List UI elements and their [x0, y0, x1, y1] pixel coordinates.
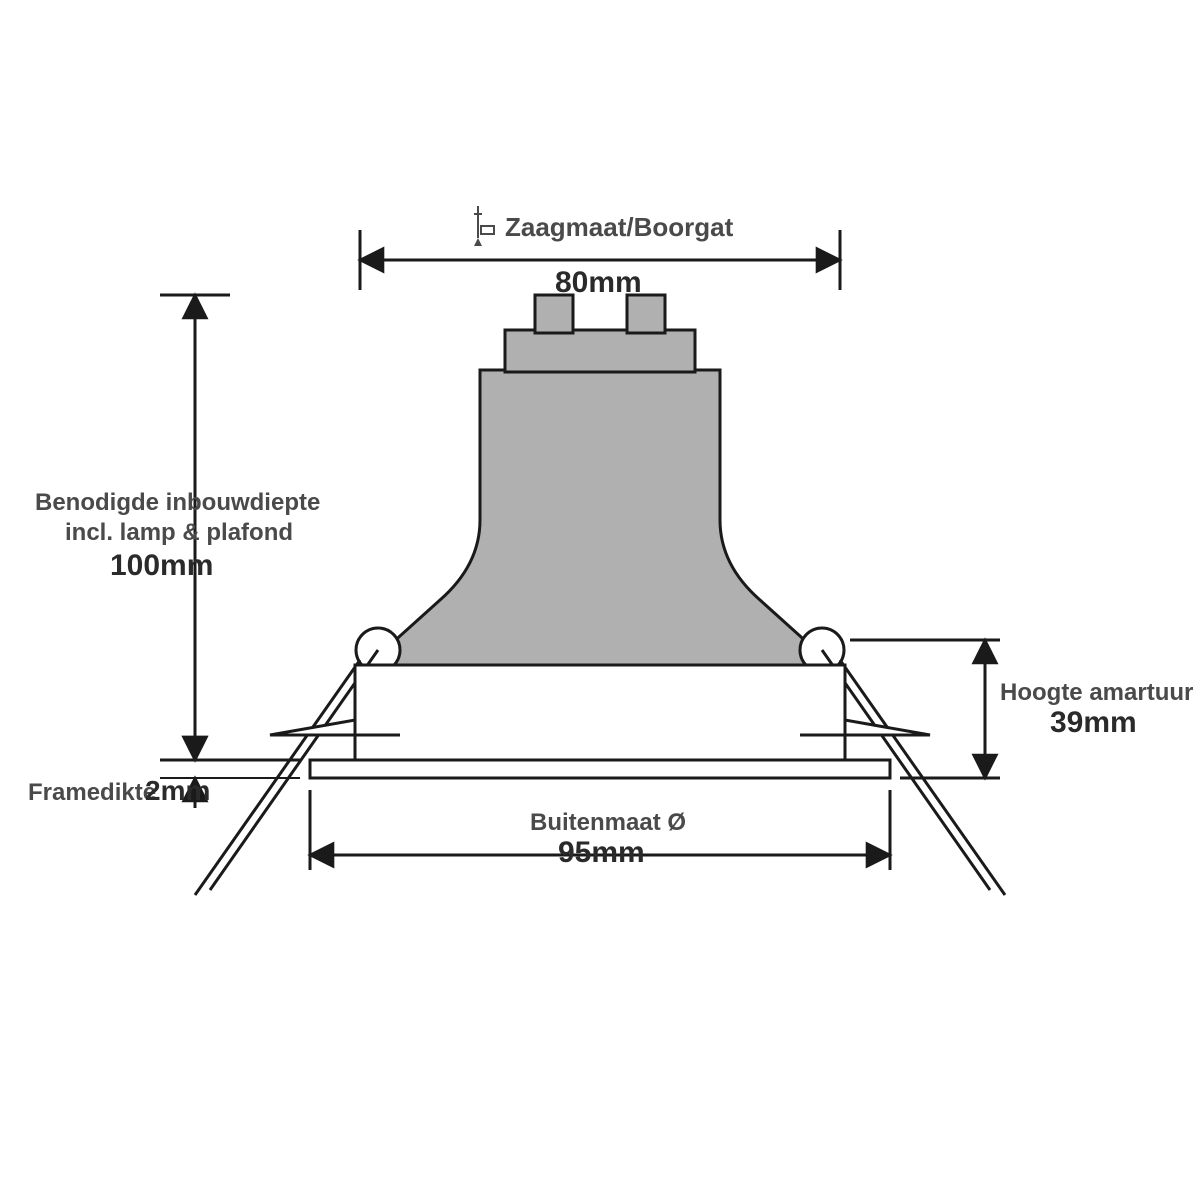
outer-diameter-value: 95mm [558, 836, 645, 869]
recess-depth-label2: incl. lamp & plafond [65, 519, 293, 546]
fixture-housing [270, 665, 930, 778]
technical-diagram: Zaagmaat/Boorgat 80mm Benodigde inbouwdi… [0, 0, 1200, 1200]
cut-hole-label: Zaagmaat/Boorgat [505, 212, 734, 242]
fixture-height-label: Hoogte amartuur [1000, 679, 1193, 706]
dim-recess-depth: Benodigde inbouwdiepte incl. lamp & plaf… [35, 295, 320, 760]
frame-thickness-value: 2mm [145, 775, 210, 806]
dim-cut-hole: Zaagmaat/Boorgat 80mm [360, 206, 840, 299]
recess-depth-label1: Benodigde inbouwdiepte [35, 489, 320, 516]
recess-depth-value: 100mm [110, 549, 213, 582]
bulb-body [390, 295, 810, 680]
frame-thickness-label: Framedikte [28, 779, 156, 806]
cut-hole-value: 80mm [555, 266, 642, 299]
fixture-height-value: 39mm [1050, 706, 1137, 739]
dim-frame-thickness: Framedikte 2mm [28, 730, 300, 808]
outer-diameter-label: Buitenmaat Ø [530, 809, 686, 836]
dim-outer-diameter: Buitenmaat Ø 95mm [310, 790, 890, 870]
dim-fixture-height: Hoogte amartuur 39mm [850, 640, 1193, 778]
